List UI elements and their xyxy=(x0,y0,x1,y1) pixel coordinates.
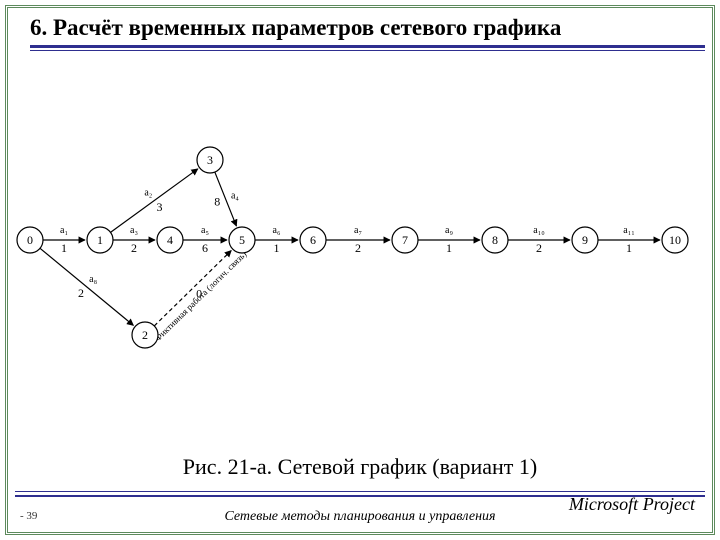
svg-text:1: 1 xyxy=(626,241,632,255)
svg-text:a₁₁: a₁₁ xyxy=(623,225,634,236)
svg-text:a₈: a₈ xyxy=(89,274,97,285)
svg-text:a₄: a₄ xyxy=(231,190,239,201)
svg-text:Фиктивная работа (логич. связь: Фиктивная работа (логич. связь) xyxy=(152,249,248,343)
network-diagram: 1 a₁ 2 a₈ 3 a₂ 2 a₃ 8 a₄ 6 a₅ 0 Фиктивная работа (лог… xyxy=(10,110,710,370)
svg-text:10: 10 xyxy=(669,233,681,247)
page-title: 6. Расчёт временных параметров сетевого … xyxy=(30,15,705,48)
svg-text:1: 1 xyxy=(61,241,67,255)
svg-text:3: 3 xyxy=(156,200,162,214)
svg-text:a₃: a₃ xyxy=(130,225,138,236)
svg-text:a₇: a₇ xyxy=(354,225,362,236)
svg-text:2: 2 xyxy=(142,328,148,342)
svg-text:1: 1 xyxy=(446,241,452,255)
svg-text:1: 1 xyxy=(97,233,103,247)
svg-text:a₅: a₅ xyxy=(201,225,209,236)
svg-text:3: 3 xyxy=(207,153,213,167)
footer-right-text: Microsoft Project xyxy=(569,494,695,515)
svg-text:a₂: a₂ xyxy=(144,188,152,199)
svg-text:4: 4 xyxy=(167,233,173,247)
svg-text:a₉: a₉ xyxy=(445,225,453,236)
svg-text:7: 7 xyxy=(402,233,408,247)
svg-text:a₁: a₁ xyxy=(60,225,68,236)
footer-divider xyxy=(15,491,705,492)
figure-caption: Рис. 21-а. Сетевой график (вариант 1) xyxy=(0,454,720,480)
svg-text:2: 2 xyxy=(355,241,361,255)
svg-text:8: 8 xyxy=(492,233,498,247)
svg-text:a₁₀: a₁₀ xyxy=(533,225,545,236)
svg-text:2: 2 xyxy=(536,241,542,255)
svg-text:9: 9 xyxy=(582,233,588,247)
svg-text:1: 1 xyxy=(274,241,280,255)
svg-text:2: 2 xyxy=(131,241,137,255)
svg-text:0: 0 xyxy=(27,233,33,247)
svg-text:8: 8 xyxy=(214,194,220,208)
svg-text:6: 6 xyxy=(202,241,208,255)
svg-text:a₆: a₆ xyxy=(273,225,281,236)
svg-text:5: 5 xyxy=(239,233,245,247)
svg-text:6: 6 xyxy=(310,233,316,247)
svg-text:2: 2 xyxy=(78,286,84,300)
